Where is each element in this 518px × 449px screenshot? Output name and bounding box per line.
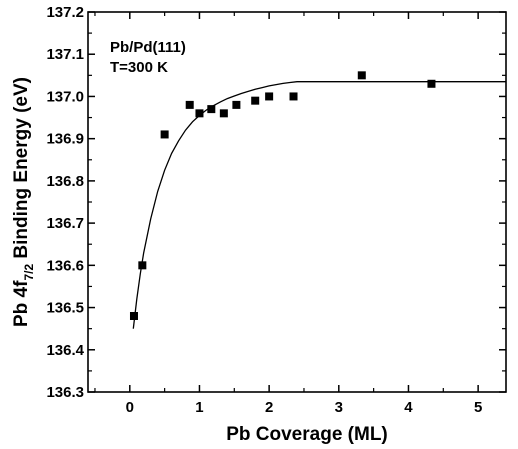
data-point xyxy=(129,312,138,320)
y-tick-label: 137.0 xyxy=(46,88,84,105)
y-tick-label: 136.7 xyxy=(46,215,84,232)
fit-curve xyxy=(132,81,506,329)
y-tick-label: 137.2 xyxy=(46,4,84,21)
y-tick-label: 136.6 xyxy=(46,257,84,274)
data-point xyxy=(195,109,204,118)
data-point xyxy=(219,109,228,118)
x-tick-label: 3 xyxy=(335,399,343,416)
data-point xyxy=(251,96,260,105)
data-point xyxy=(232,100,241,109)
plot-series xyxy=(129,71,506,329)
data-point xyxy=(138,261,147,270)
y-tick-label: 136.5 xyxy=(46,300,84,317)
x-axis-title: Pb Coverage (ML) xyxy=(226,424,388,445)
y-tick-label: 136.3 xyxy=(46,384,84,401)
x-tick-label: 1 xyxy=(195,399,203,416)
data-point xyxy=(357,71,366,80)
x-tick-label: 0 xyxy=(126,399,134,416)
data-point xyxy=(185,100,194,109)
data-point xyxy=(265,92,274,101)
plot-frame xyxy=(87,11,507,393)
y-tick-label: 136.8 xyxy=(46,173,84,190)
y-axis-title: Pb 4f7/2 Binding Energy (eV) xyxy=(11,77,36,327)
data-point xyxy=(427,79,436,88)
y-axis-title-rest: Binding Energy (eV) xyxy=(11,77,32,264)
y-tick-label: 136.9 xyxy=(46,131,84,148)
annotation-temperature: T=300 K xyxy=(110,59,168,76)
y-axis-title-subscript: 7/2 xyxy=(22,264,36,281)
y-axis-title-main: Pb 4f xyxy=(11,280,32,327)
y-axis-ticks: 136.3 136.4 136.5 136.6 136.7 136.8 136.9 137.0… xyxy=(46,4,506,401)
x-tick-label: 5 xyxy=(474,399,482,416)
data-point xyxy=(207,105,216,114)
x-tick-label: 4 xyxy=(404,399,413,416)
x-tick-label: 2 xyxy=(265,399,273,416)
x-axis-ticks: 0 1 2 3 4 5 xyxy=(94,12,482,416)
y-tick-label: 136.4 xyxy=(46,342,84,359)
data-point xyxy=(289,92,298,101)
annotation-sample: Pb/Pd(111) xyxy=(110,39,186,56)
data-point xyxy=(160,130,169,139)
y-tick-label: 137.1 xyxy=(46,46,84,63)
